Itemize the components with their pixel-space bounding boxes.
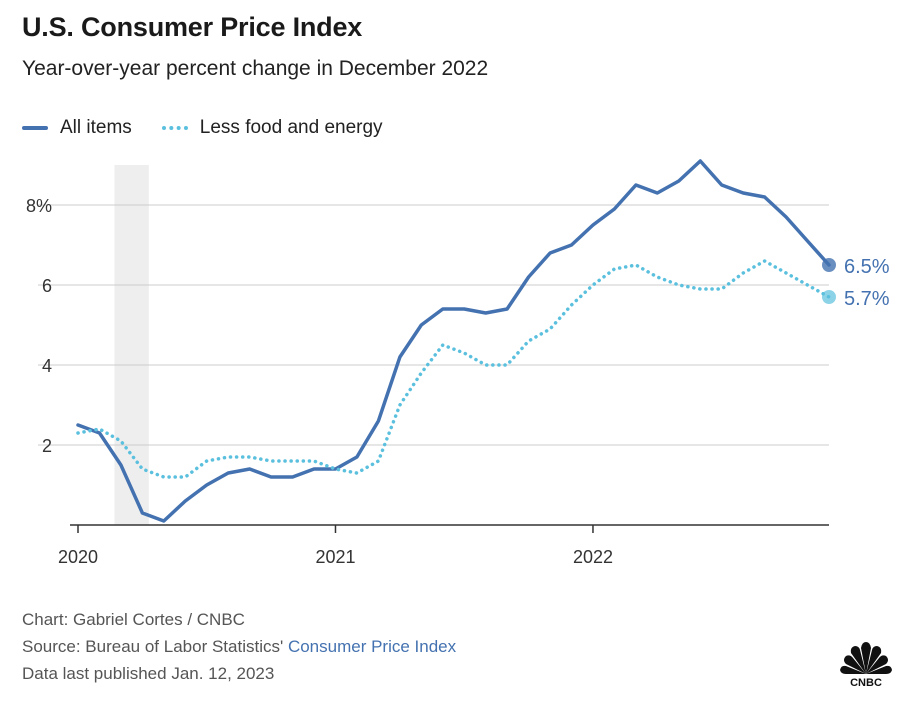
legend-item-core: Less food and energy	[161, 117, 383, 139]
legend: All items Less food and energy	[22, 115, 413, 141]
y-tick-label: 8%	[26, 196, 52, 216]
logo-text: CNBC	[850, 677, 882, 688]
end-label-core: 5.7%	[844, 288, 890, 310]
line-chart: 2 4 6 8% 2020 2021 2022 6.5% 5.7%	[26, 159, 890, 567]
chart-title: U.S. Consumer Price Index	[22, 12, 363, 42]
end-label-all-items: 6.5%	[844, 256, 890, 278]
legend-label-core: Less food and energy	[199, 117, 383, 138]
end-marker-all-items	[822, 258, 836, 272]
x-tick-label: 2022	[573, 547, 613, 567]
source-prefix: Source: Bureau of Labor Statistics'	[22, 637, 288, 656]
legend-label-all-items: All items	[60, 117, 132, 138]
y-tick-label: 4	[42, 356, 52, 376]
chart-credit: Chart: Gabriel Cortes / CNBC	[22, 610, 245, 629]
cnbc-peacock-logo: CNBC	[840, 642, 892, 688]
end-marker-core	[822, 290, 836, 304]
recession-shading	[114, 165, 149, 525]
x-tick-label: 2020	[58, 547, 98, 567]
y-tick-label: 2	[42, 436, 52, 456]
legend-swatch-all-items	[22, 126, 48, 130]
chart-source: Source: Bureau of Labor Statistics' Cons…	[22, 637, 456, 657]
data-published: Data last published Jan. 12, 2023	[22, 664, 275, 683]
legend-item-all-items: All items	[22, 117, 132, 139]
legend-swatch-core	[161, 126, 188, 130]
source-link[interactable]: Consumer Price Index	[287, 637, 457, 656]
series-line-core	[76, 259, 831, 479]
series-line-all-items	[76, 159, 831, 523]
chart-subtitle: Year-over-year percent change in Decembe…	[22, 57, 489, 80]
y-tick-label: 6	[42, 276, 52, 296]
x-tick-label: 2021	[315, 547, 355, 567]
